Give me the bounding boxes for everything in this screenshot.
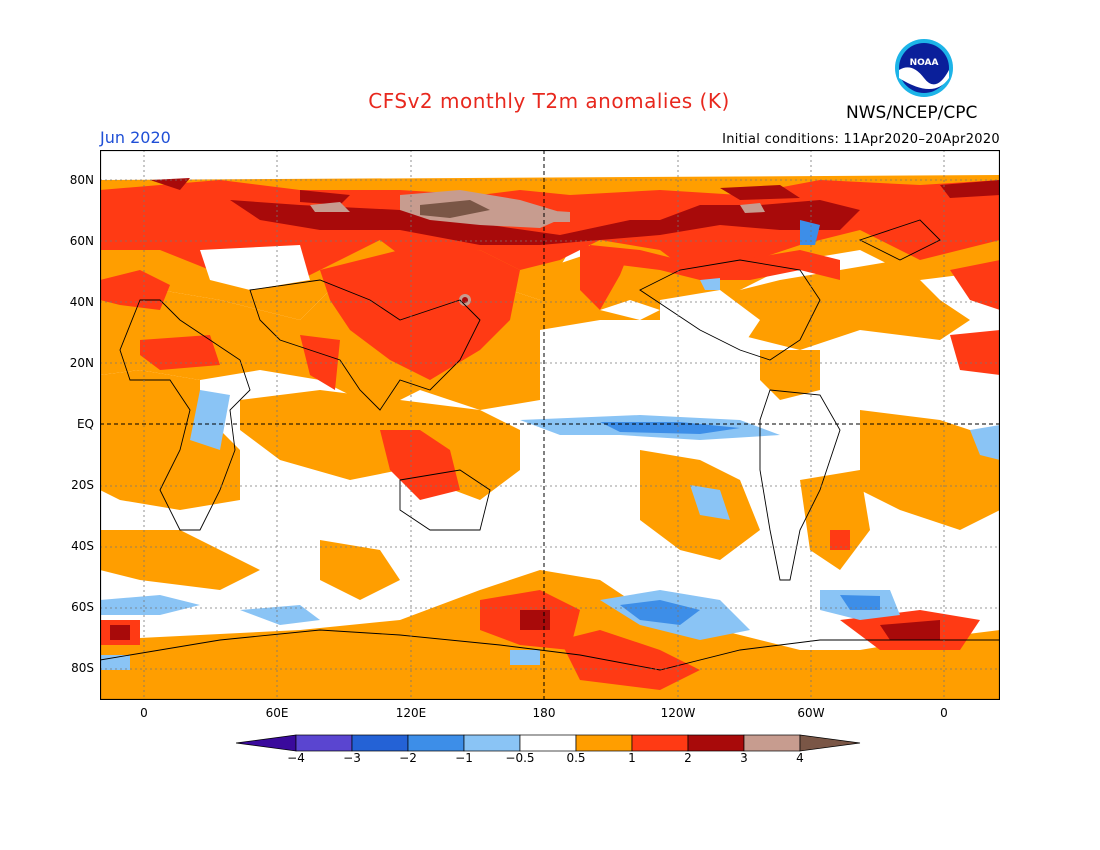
anomaly-map (100, 150, 1000, 700)
legend-swatch (407, 734, 465, 752)
lon-label-180: 180 (532, 706, 556, 720)
legend-label: −3 (343, 751, 361, 765)
lat-label-eq: EQ (76, 417, 94, 431)
lat-label-40s: 40S (71, 539, 94, 553)
legend-arrow-high (799, 734, 861, 752)
lat-label-60s: 60S (71, 600, 94, 614)
legend-swatch (519, 734, 577, 752)
legend-swatch (295, 734, 353, 752)
legend-label: 3 (740, 751, 748, 765)
legend-label: 4 (796, 751, 804, 765)
lon-label-0-east: 0 (940, 706, 948, 720)
cold-anomaly-regions (100, 220, 1000, 670)
graticule (100, 150, 1000, 700)
lat-label-80s: 80S (71, 661, 94, 675)
legend-label: 0.5 (566, 751, 586, 765)
legend-swatch (687, 734, 745, 752)
lat-label-80n: 80N (69, 173, 94, 187)
legend-swatch (351, 734, 409, 752)
legend-label: −4 (287, 751, 305, 765)
equator-dateline (100, 150, 1000, 700)
warm-anomaly-southern-ocean (100, 570, 1000, 700)
map-frame (100, 150, 1000, 700)
legend-swatch (631, 734, 689, 752)
legend-swatch (575, 734, 633, 752)
legend-label: −0.5 (505, 751, 535, 765)
agency-label: NWS/NCEP/CPC (846, 103, 978, 123)
lat-label-20n: 20N (69, 356, 94, 370)
lon-label-120e: 120E (395, 706, 427, 720)
lat-label-40n: 40N (69, 295, 94, 309)
color-legend (236, 734, 861, 752)
legend-label: 1 (628, 751, 636, 765)
legend-label: −1 (455, 751, 473, 765)
legend-swatch (743, 734, 801, 752)
lon-label-60e: 60E (265, 706, 289, 720)
warm-anomaly-north-pacific (540, 245, 970, 410)
forecast-month: Jun 2020 (100, 128, 171, 147)
coastlines (100, 219, 1000, 671)
warm-anomaly-eurasia (100, 245, 1000, 410)
lon-label-60w: 60W (797, 706, 825, 720)
legend-label: −2 (399, 751, 417, 765)
warm-anomaly-tropics (100, 350, 1000, 600)
initial-conditions: Initial conditions: 11Apr2020–20Apr2020 (722, 132, 1000, 147)
lat-label-60n: 60N (69, 234, 94, 248)
lon-label-120w: 120W (660, 706, 696, 720)
lat-label-20s: 20S (71, 478, 94, 492)
chart-title: CFSv2 monthly T2m anomalies (K) (368, 89, 730, 113)
legend-label: 2 (684, 751, 692, 765)
legend-swatch (463, 734, 521, 752)
noaa-logo: NOAA (894, 38, 954, 98)
noaa-logo-text: NOAA (910, 58, 939, 68)
lon-label-0: 0 (140, 706, 148, 720)
legend-arrow-low (236, 734, 297, 752)
